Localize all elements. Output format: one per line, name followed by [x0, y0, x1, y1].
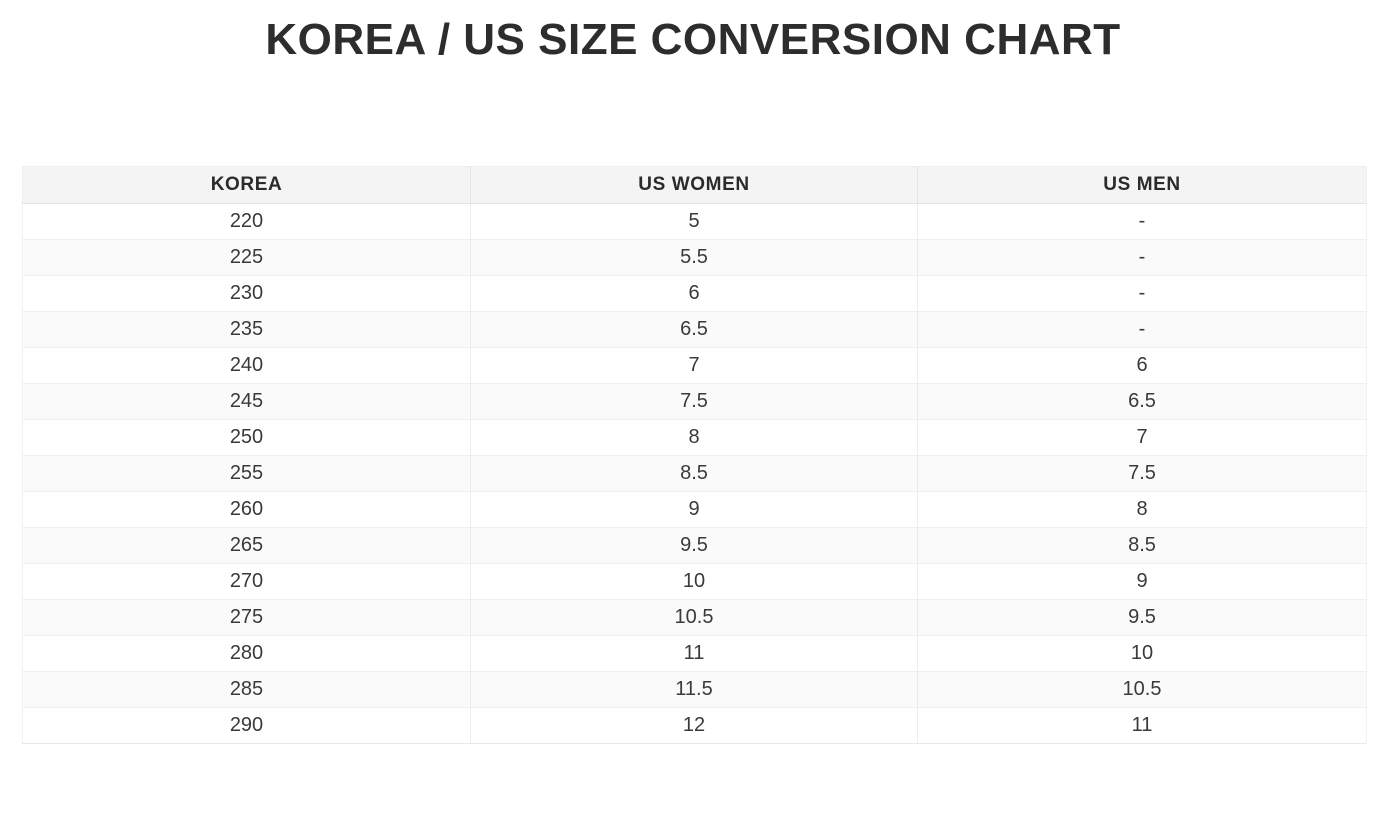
page-title: KOREA / US SIZE CONVERSION CHART — [265, 15, 1121, 64]
cell-korea: 235 — [22, 311, 471, 348]
table-row: 230 6- — [22, 275, 1367, 312]
cell-us-women: 6 — [470, 275, 918, 312]
cell-korea: 285 — [22, 671, 471, 708]
cell-us-women: 9.5 — [470, 527, 918, 564]
cell-us-men: 9 — [917, 563, 1367, 600]
column-header-us-men: US MEN — [917, 166, 1367, 204]
cell-korea: 280 — [22, 635, 471, 672]
cell-us-men: 7 — [917, 419, 1367, 456]
cell-us-women: 11 — [470, 635, 918, 672]
table-row: 220 5- — [22, 203, 1367, 240]
cell-us-women: 9 — [470, 491, 918, 528]
cell-us-men: - — [917, 203, 1367, 240]
cell-korea: 240 — [22, 347, 471, 384]
cell-us-women: 5.5 — [470, 239, 918, 276]
table-header: KOREA US WOMEN US MEN — [22, 166, 1367, 204]
table-row: 235 6.5- — [22, 311, 1367, 348]
table-row: 280 11 10 — [22, 635, 1367, 672]
table-body: 220 5-225 5.5-230 6-235 6.5-240 7 6 245 7.5 6.5 25… — [22, 203, 1367, 744]
cell-us-men: 6 — [917, 347, 1367, 384]
cell-us-women: 10 — [470, 563, 918, 600]
cell-us-men: 6.5 — [917, 383, 1367, 420]
cell-us-women: 10.5 — [470, 599, 918, 636]
cell-us-men: 7.5 — [917, 455, 1367, 492]
size-conversion-table-container: KOREA US WOMEN US MEN 220 5-225 5.5-230 6-2… — [22, 166, 1367, 744]
cell-korea: 260 — [22, 491, 471, 528]
size-conversion-table: KOREA US WOMEN US MEN 220 5-225 5.5-230 6-2… — [22, 166, 1367, 744]
table-row: 285 11.5 10.5 — [22, 671, 1367, 708]
cell-korea: 290 — [22, 707, 471, 744]
cell-us-men: 9.5 — [917, 599, 1367, 636]
cell-us-women: 12 — [470, 707, 918, 744]
cell-us-men: - — [917, 275, 1367, 312]
cell-us-men: - — [917, 311, 1367, 348]
cell-us-men: 8.5 — [917, 527, 1367, 564]
cell-us-men: 11 — [917, 707, 1367, 744]
table-row: 255 8.5 7.5 — [22, 455, 1367, 492]
cell-us-men: 10 — [917, 635, 1367, 672]
table-row: 260 9 8 — [22, 491, 1367, 528]
cell-korea: 265 — [22, 527, 471, 564]
cell-us-men: - — [917, 239, 1367, 276]
cell-us-women: 11.5 — [470, 671, 918, 708]
table-row: 245 7.5 6.5 — [22, 383, 1367, 420]
table-row: 275 10.5 9.5 — [22, 599, 1367, 636]
column-header-korea: KOREA — [22, 166, 471, 204]
cell-us-women: 8 — [470, 419, 918, 456]
column-header-us-women: US WOMEN — [470, 166, 918, 204]
cell-korea: 220 — [22, 203, 471, 240]
table-row: 240 7 6 — [22, 347, 1367, 384]
cell-korea: 245 — [22, 383, 471, 420]
table-header-row: KOREA US WOMEN US MEN — [22, 166, 1367, 204]
cell-us-women: 6.5 — [470, 311, 918, 348]
cell-us-women: 8.5 — [470, 455, 918, 492]
table-row: 225 5.5- — [22, 239, 1367, 276]
cell-korea: 255 — [22, 455, 471, 492]
cell-us-men: 8 — [917, 491, 1367, 528]
cell-korea: 225 — [22, 239, 471, 276]
cell-korea: 250 — [22, 419, 471, 456]
cell-korea: 230 — [22, 275, 471, 312]
table-row: 250 8 7 — [22, 419, 1367, 456]
cell-korea: 270 — [22, 563, 471, 600]
cell-us-men: 10.5 — [917, 671, 1367, 708]
cell-us-women: 7.5 — [470, 383, 918, 420]
cell-us-women: 7 — [470, 347, 918, 384]
cell-korea: 275 — [22, 599, 471, 636]
table-row: 265 9.5 8.5 — [22, 527, 1367, 564]
table-row: 290 12 11 — [22, 707, 1367, 744]
cell-us-women: 5 — [470, 203, 918, 240]
table-row: 270 10 9 — [22, 563, 1367, 600]
